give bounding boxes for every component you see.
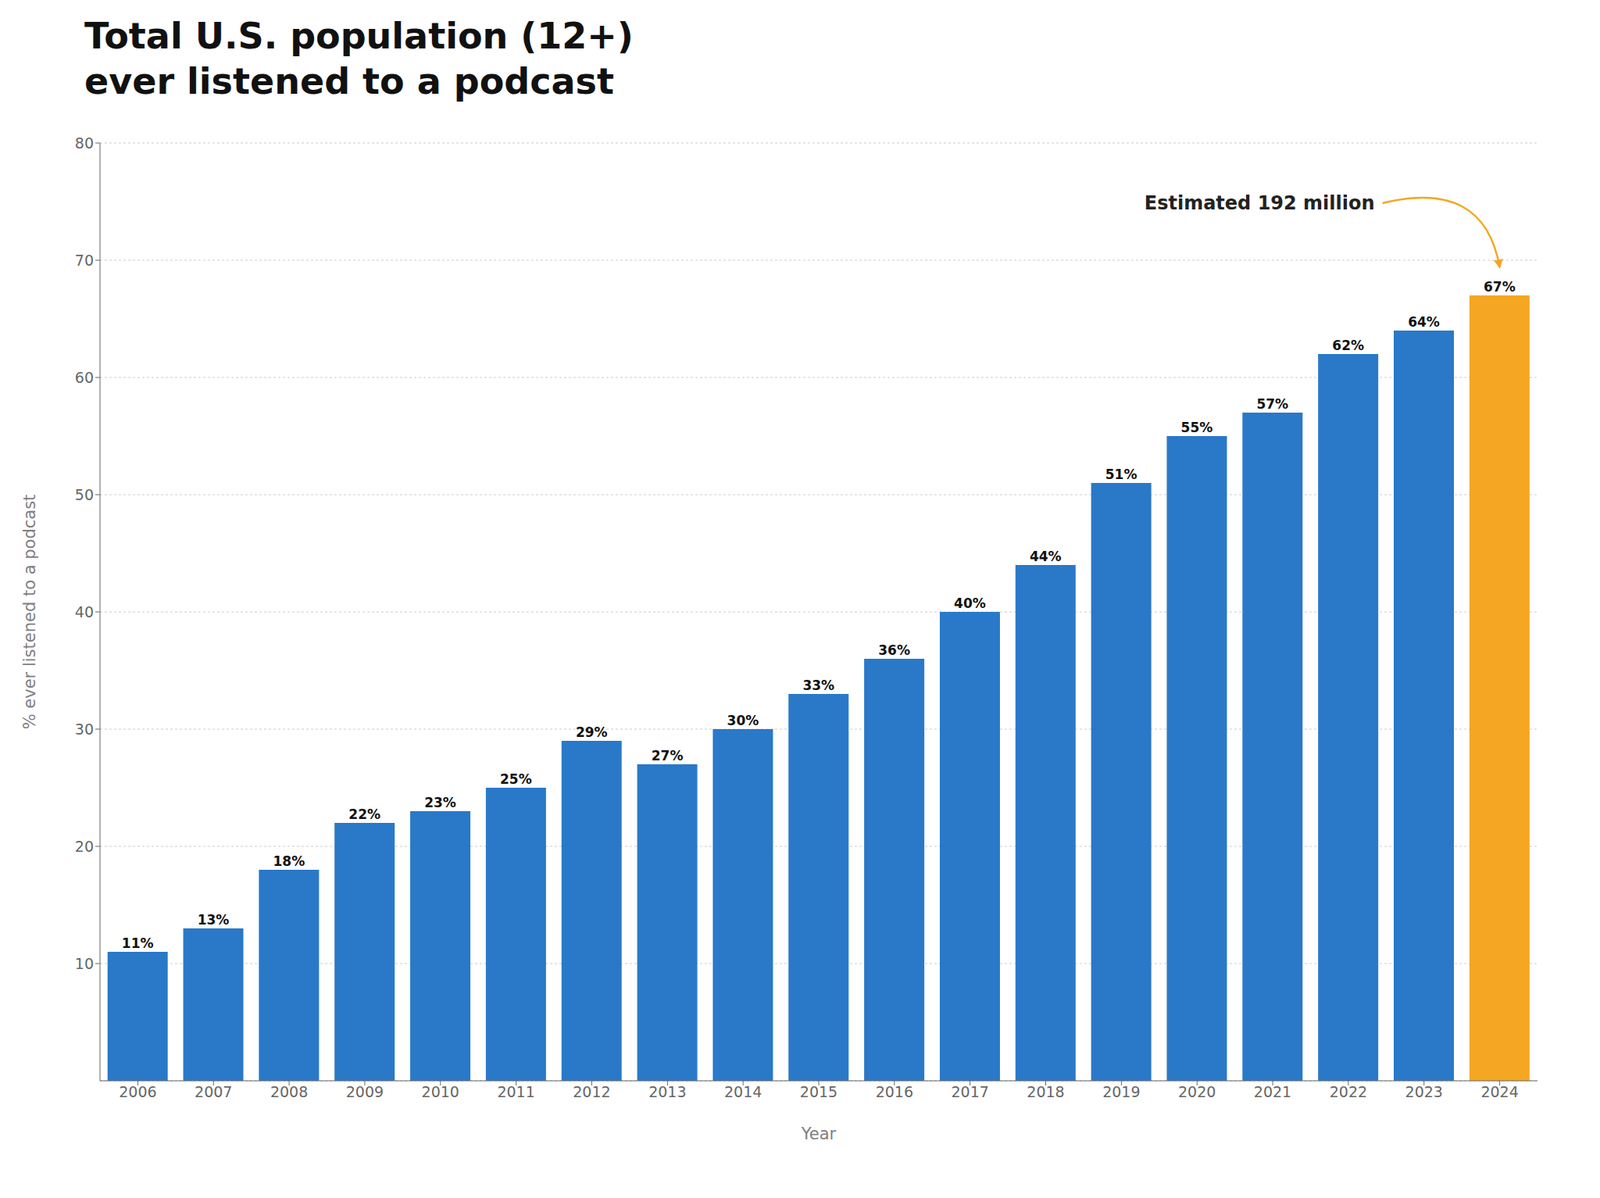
svg-text:2018: 2018 <box>1026 1082 1065 1100</box>
svg-text:57%: 57% <box>1256 396 1289 412</box>
svg-text:50: 50 <box>75 485 94 504</box>
svg-text:Estimated 192 million: Estimated 192 million <box>1144 192 1375 215</box>
svg-text:80: 80 <box>75 134 94 152</box>
svg-text:40: 40 <box>75 603 94 621</box>
svg-text:33%: 33% <box>802 677 835 693</box>
svg-text:% ever listened to a podcast: % ever listened to a podcast <box>20 494 40 730</box>
svg-text:23%: 23% <box>424 794 457 811</box>
svg-text:2013: 2013 <box>648 1082 686 1100</box>
svg-text:2021: 2021 <box>1253 1082 1292 1100</box>
svg-text:11%: 11% <box>121 935 154 951</box>
svg-text:51%: 51% <box>1105 466 1138 483</box>
svg-text:13%: 13% <box>197 911 230 928</box>
html-text:ever listened to a podcast: ever listened to a podcast <box>84 59 614 102</box>
svg-text:2009: 2009 <box>346 1082 384 1100</box>
svg-text:70: 70 <box>75 251 94 269</box>
svg-text:2022: 2022 <box>1329 1082 1368 1100</box>
svg-text:Year: Year <box>800 1124 837 1143</box>
svg-text:27%: 27% <box>651 747 684 764</box>
svg-text:2008: 2008 <box>270 1082 308 1100</box>
svg-text:40%: 40% <box>953 595 986 611</box>
svg-text:30%: 30% <box>727 712 760 729</box>
svg-text:2007: 2007 <box>194 1082 233 1100</box>
svg-text:2012: 2012 <box>572 1082 611 1100</box>
svg-text:67%: 67% <box>1483 278 1516 295</box>
svg-text:2016: 2016 <box>875 1082 914 1100</box>
svg-text:2011: 2011 <box>496 1082 535 1100</box>
svg-text:64%: 64% <box>1407 314 1440 330</box>
svg-text:2015: 2015 <box>800 1082 838 1100</box>
svg-text:2023: 2023 <box>1405 1082 1443 1100</box>
svg-text:62%: 62% <box>1332 337 1365 354</box>
svg-text:22%: 22% <box>348 806 381 822</box>
svg-text:2020: 2020 <box>1178 1082 1216 1100</box>
svg-text:2019: 2019 <box>1102 1082 1140 1100</box>
svg-text:29%: 29% <box>575 724 608 740</box>
svg-text:20: 20 <box>75 837 94 855</box>
svg-text:10: 10 <box>75 954 94 972</box>
html-text:Total U.S. population (12+): Total U.S. population (12+) <box>84 14 634 58</box>
svg-text:2010: 2010 <box>421 1082 460 1100</box>
svg-text:55%: 55% <box>1181 419 1214 436</box>
svg-text:2014: 2014 <box>724 1082 762 1100</box>
svg-text:36%: 36% <box>878 642 911 658</box>
svg-text:2024: 2024 <box>1480 1082 1518 1100</box>
svg-text:2006: 2006 <box>118 1082 157 1100</box>
svg-text:44%: 44% <box>1029 548 1062 565</box>
svg-text:18%: 18% <box>273 853 306 869</box>
svg-text:30: 30 <box>75 720 94 738</box>
svg-text:2017: 2017 <box>951 1082 990 1100</box>
svg-text:60: 60 <box>75 368 94 386</box>
svg-text:25%: 25% <box>500 771 533 787</box>
